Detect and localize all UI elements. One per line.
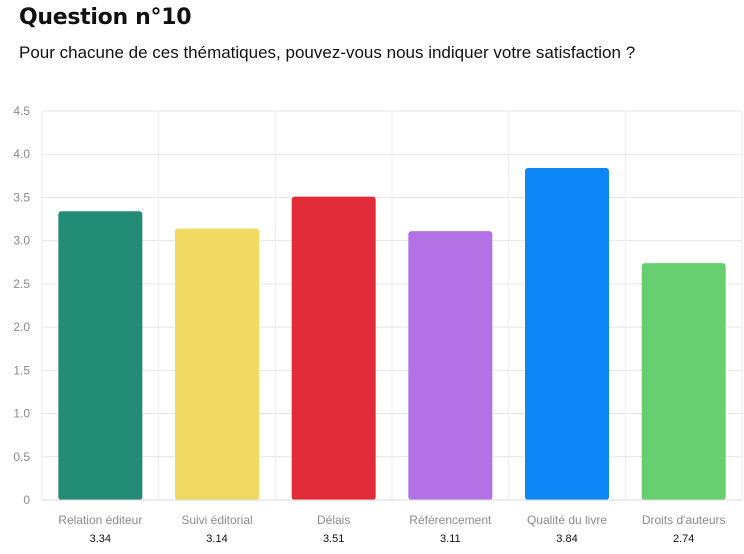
bar	[175, 228, 259, 500]
y-tick-label: 3.5	[13, 190, 30, 204]
y-tick-label: 0.5	[13, 450, 30, 464]
bar-value-label: 2.74	[673, 533, 694, 545]
question-subtitle: Pour chacune de ces thématiques, pouvez-…	[19, 43, 636, 62]
y-tick-label: 1.0	[13, 407, 30, 421]
y-tick-label: 2.0	[13, 320, 30, 334]
bar-value-label: 3.34	[90, 533, 111, 545]
y-tick-label: 1.5	[13, 363, 30, 377]
x-category-label: Relation éditeur	[58, 513, 142, 527]
x-category-label: Qualité du livre	[527, 513, 607, 527]
y-tick-label: 2.5	[13, 277, 30, 291]
bar	[58, 211, 143, 500]
bar	[408, 231, 493, 500]
x-category-label: Droits d'auteurs	[642, 513, 726, 527]
bar-value-label: 3.84	[556, 533, 577, 545]
x-category-label: Délais	[317, 513, 350, 527]
y-tick-label: 0	[23, 493, 30, 507]
x-category-label: Suivi éditorial	[181, 513, 252, 527]
bar-value-label: 3.14	[206, 533, 227, 545]
y-tick-label: 4.5	[13, 104, 30, 118]
bar-value-label: 3.51	[323, 533, 344, 545]
bar-value-label: 3.11	[440, 533, 461, 545]
bar	[641, 263, 726, 500]
x-category-label: Référencement	[409, 513, 492, 527]
y-tick-label: 3.0	[13, 234, 30, 248]
y-tick-label: 4.0	[13, 147, 30, 161]
bar	[291, 196, 376, 500]
question-title: Question n°10	[19, 5, 192, 30]
bar	[525, 168, 609, 500]
